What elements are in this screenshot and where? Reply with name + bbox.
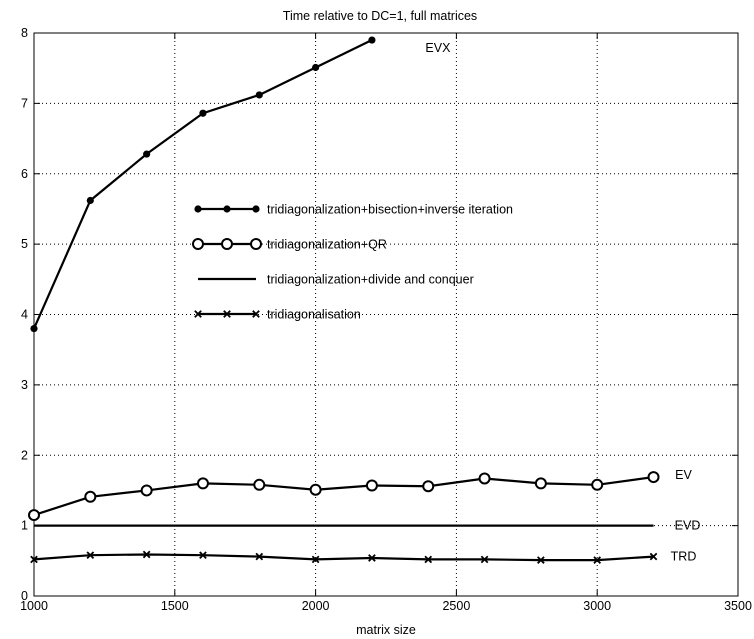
series-label-evd: EVD — [675, 519, 701, 533]
series-line — [33, 475, 654, 517]
data-point — [478, 472, 491, 485]
legend-label: tridiagonalization+bisection+inverse ite… — [267, 203, 513, 217]
data-point — [86, 196, 94, 205]
data-point — [534, 477, 547, 490]
y-tick-label: 0 — [21, 589, 28, 603]
data-point — [30, 324, 38, 333]
x-tick-label: 3000 — [583, 599, 611, 613]
data-point — [199, 109, 207, 117]
data-point — [424, 555, 433, 564]
x-tick-label: 2500 — [442, 599, 470, 613]
data-point — [84, 490, 97, 503]
data-point — [194, 205, 202, 213]
y-tick-label: 2 — [21, 448, 28, 462]
data-point — [142, 550, 151, 559]
data-point — [143, 150, 151, 158]
data-point — [311, 555, 320, 564]
legend-label: tridiagonalisation — [267, 308, 361, 322]
x-tick-label: 1000 — [20, 599, 48, 613]
axis-ticks: 1000 1500 2000 2500 3000 3500 0 1 2 3 4 5 6 7 8 — [20, 26, 752, 613]
data-point — [480, 555, 489, 564]
legend-item: tridiagonalisation — [194, 308, 361, 322]
data-point — [140, 484, 153, 497]
chart-title: Time relative to DC=1, full matrices — [283, 9, 477, 23]
data-point — [223, 205, 231, 213]
data-point — [368, 554, 376, 562]
y-tick-label: 5 — [21, 237, 28, 251]
legend-label: tridiagonalization+QR — [267, 238, 387, 252]
data-point — [649, 552, 658, 561]
y-tick-label: 4 — [21, 308, 28, 322]
data-point — [28, 509, 40, 522]
data-point — [368, 36, 376, 44]
data-point — [253, 478, 266, 491]
legend-item: tridiagonalization+QR — [192, 238, 387, 252]
data-point — [252, 310, 260, 318]
data-point — [591, 478, 604, 491]
data-point — [365, 479, 378, 492]
data-point — [223, 310, 231, 318]
data-point — [252, 205, 260, 213]
legend-item: tridiagonalization+divide and conquer — [198, 273, 474, 287]
data-point — [537, 556, 545, 564]
data-point — [309, 483, 322, 496]
data-point — [255, 552, 264, 561]
y-tick-label: 6 — [21, 167, 28, 181]
legend-item: tridiagonalization+bisection+inverse ite… — [194, 203, 513, 217]
legend-label: tridiagonalization+divide and conquer — [267, 273, 474, 287]
data-point — [86, 551, 95, 560]
data-point — [194, 310, 202, 318]
legend: tridiagonalization+bisection+inverse ite… — [192, 203, 513, 322]
series-label-ev: EV — [675, 468, 692, 482]
data-point — [196, 477, 209, 490]
grid — [34, 33, 738, 596]
data-point — [30, 555, 38, 564]
data-point — [199, 551, 207, 560]
series-layer — [28, 36, 660, 564]
data-point — [255, 91, 263, 99]
y-tick-label: 3 — [21, 378, 28, 392]
series-label-evx: EVX — [425, 41, 451, 55]
data-point — [647, 471, 660, 484]
series-line — [33, 553, 654, 562]
series-ev — [28, 471, 660, 522]
x-axis-label: matrix size — [356, 623, 416, 637]
y-tick-label: 1 — [21, 519, 28, 533]
data-point — [192, 238, 204, 250]
series-labels: EVX EV EVD TRD — [425, 41, 700, 564]
data-point — [312, 63, 320, 72]
x-tick-label: 3500 — [724, 599, 752, 613]
data-point — [422, 480, 435, 493]
y-tick-label: 7 — [21, 96, 28, 110]
series-label-trd: TRD — [671, 550, 697, 564]
data-point — [593, 556, 602, 564]
series-evx — [30, 36, 376, 333]
y-tick-label: 8 — [21, 26, 28, 40]
series-trd — [30, 550, 658, 564]
x-tick-label: 2000 — [302, 599, 330, 613]
data-point — [250, 238, 262, 250]
x-tick-label: 1500 — [161, 599, 189, 613]
data-point — [221, 238, 233, 250]
